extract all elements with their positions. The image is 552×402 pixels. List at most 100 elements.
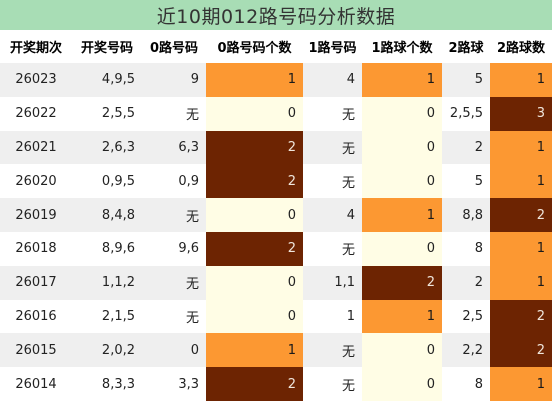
cell-r1: 无: [303, 333, 362, 368]
cell-r1: 4: [303, 63, 362, 97]
header-r1: 1路号码: [303, 30, 362, 63]
cell-r0: 无: [142, 198, 206, 232]
table-row: 26015 2,0,2 0 1 无 0 2,2 2: [0, 333, 552, 368]
cell-r2-count: 1: [490, 164, 552, 199]
cell-r0: 9: [142, 63, 206, 97]
cell-r0: 0,9: [142, 164, 206, 199]
cell-r1: 无: [303, 96, 362, 131]
cell-r2: 2: [442, 130, 490, 165]
cell-r2-count: 1: [490, 130, 552, 165]
cell-r2: 2: [442, 265, 490, 300]
cell-period: 26014: [0, 367, 72, 401]
cell-r0-count: 2: [206, 130, 303, 165]
cell-r0-count: 2: [206, 164, 303, 199]
cell-r2-count: 1: [490, 367, 552, 401]
cell-r0: 9,6: [142, 231, 206, 266]
table-row: 26018 8,9,6 9,6 2 无 0 8 1: [0, 231, 552, 266]
table-row: 26017 1,1,2 无 0 1,1 2 2 1: [0, 265, 552, 300]
cell-r2: 8,8: [442, 198, 490, 232]
cell-r1: 无: [303, 231, 362, 266]
table-header-row: 开奖期次 开奖号码 0路号码 0路号码个数 1路号码 1路球个数 2路球 2路球…: [0, 30, 552, 63]
cell-period: 26018: [0, 231, 72, 266]
cell-period: 26015: [0, 333, 72, 368]
cell-r1: 1: [303, 299, 362, 334]
table-row: 26023 4,9,5 9 1 4 1 5 1: [0, 63, 552, 97]
cell-r1: 4: [303, 198, 362, 232]
cell-period: 26020: [0, 164, 72, 199]
cell-r1-count: 1: [362, 299, 442, 334]
cell-r0-count: 1: [206, 333, 303, 368]
cell-r2: 8: [442, 231, 490, 266]
cell-r0-count: 2: [206, 231, 303, 266]
cell-numbers: 2,6,3: [72, 130, 142, 165]
header-numbers: 开奖号码: [72, 30, 142, 63]
cell-r1-count: 1: [362, 63, 442, 97]
table-body: 26023 4,9,5 9 1 4 1 5 1 26022 2,5,5 无 0 无 0 2,5,5 3 2602…: [0, 63, 552, 401]
cell-r2: 2,5,5: [442, 96, 490, 131]
cell-r2-count: 2: [490, 198, 552, 232]
cell-r2: 5: [442, 63, 490, 97]
cell-r1-count: 0: [362, 164, 442, 199]
header-r1-count: 1路球个数: [362, 30, 442, 63]
cell-r0-count: 0: [206, 265, 303, 300]
cell-r1-count: 0: [362, 367, 442, 401]
cell-numbers: 2,1,5: [72, 299, 142, 334]
header-r2: 2路球: [442, 30, 490, 63]
header-r0: 0路号码: [142, 30, 206, 63]
cell-period: 26019: [0, 198, 72, 232]
cell-numbers: 2,0,2: [72, 333, 142, 368]
table-row: 26021 2,6,3 6,3 2 无 0 2 1: [0, 130, 552, 165]
table-row: 26022 2,5,5 无 0 无 0 2,5,5 3: [0, 96, 552, 131]
table-row: 26014 8,3,3 3,3 2 无 0 8 1: [0, 367, 552, 401]
cell-r2-count: 1: [490, 63, 552, 97]
cell-r2: 2,5: [442, 299, 490, 334]
cell-r0-count: 2: [206, 367, 303, 401]
cell-period: 26017: [0, 265, 72, 300]
cell-r0-count: 0: [206, 96, 303, 131]
cell-r1-count: 0: [362, 130, 442, 165]
table-row: 26019 8,4,8 无 0 4 1 8,8 2: [0, 198, 552, 232]
cell-r1: 无: [303, 164, 362, 199]
cell-r0: 无: [142, 299, 206, 334]
cell-period: 26023: [0, 63, 72, 97]
cell-r1-count: 1: [362, 198, 442, 232]
cell-r1-count: 0: [362, 231, 442, 266]
cell-numbers: 1,1,2: [72, 265, 142, 300]
table-row: 26020 0,9,5 0,9 2 无 0 5 1: [0, 164, 552, 199]
cell-numbers: 8,9,6: [72, 231, 142, 266]
cell-r0: 0: [142, 333, 206, 368]
header-r0-count: 0路号码个数: [206, 30, 303, 63]
cell-period: 26022: [0, 96, 72, 131]
cell-numbers: 2,5,5: [72, 96, 142, 131]
cell-r2: 5: [442, 164, 490, 199]
header-r2-count: 2路球数: [490, 30, 552, 63]
cell-r1-count: 0: [362, 96, 442, 131]
cell-r1: 无: [303, 367, 362, 401]
cell-r2: 2,2: [442, 333, 490, 368]
cell-r0-count: 1: [206, 63, 303, 97]
header-period: 开奖期次: [0, 30, 72, 63]
cell-r0-count: 0: [206, 299, 303, 334]
cell-r1-count: 2: [362, 265, 442, 300]
cell-numbers: 8,4,8: [72, 198, 142, 232]
cell-period: 26016: [0, 299, 72, 334]
cell-r0-count: 0: [206, 198, 303, 232]
cell-period: 26021: [0, 130, 72, 165]
cell-numbers: 8,3,3: [72, 367, 142, 401]
cell-r1: 无: [303, 130, 362, 165]
cell-r2-count: 1: [490, 231, 552, 266]
cell-r2-count: 3: [490, 96, 552, 131]
cell-r0: 6,3: [142, 130, 206, 165]
cell-numbers: 0,9,5: [72, 164, 142, 199]
cell-r2-count: 2: [490, 333, 552, 368]
page-title: 近10期012路号码分析数据: [0, 0, 552, 30]
cell-numbers: 4,9,5: [72, 63, 142, 97]
cell-r2-count: 2: [490, 299, 552, 334]
cell-r2: 8: [442, 367, 490, 401]
table-row: 26016 2,1,5 无 0 1 1 2,5 2: [0, 299, 552, 334]
cell-r1-count: 0: [362, 333, 442, 368]
cell-r2-count: 1: [490, 265, 552, 300]
data-table: 开奖期次 开奖号码 0路号码 0路号码个数 1路号码 1路球个数 2路球 2路球…: [0, 30, 552, 401]
cell-r1: 1,1: [303, 265, 362, 300]
cell-r0: 3,3: [142, 367, 206, 401]
